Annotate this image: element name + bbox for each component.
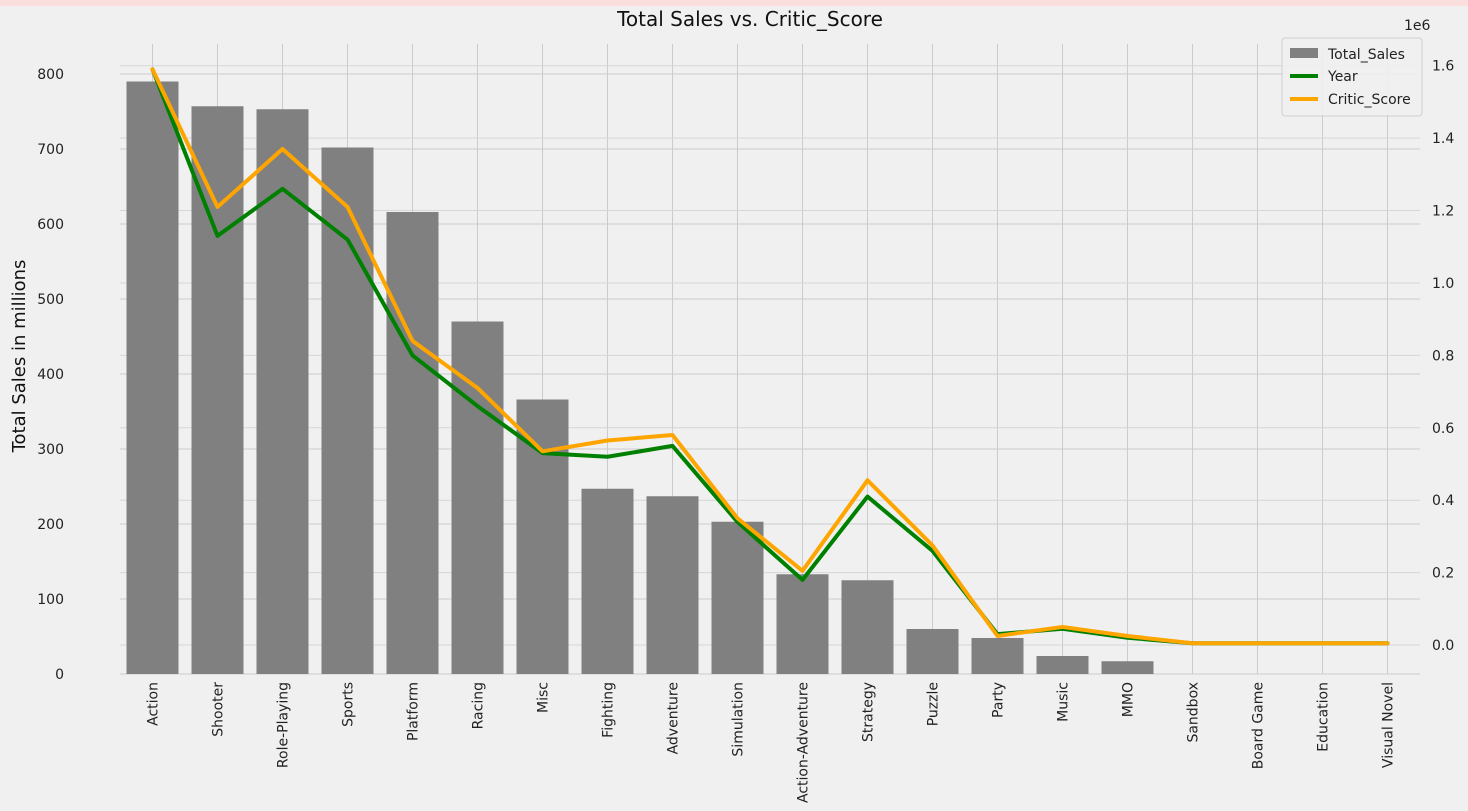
y-tick-label: 0 [55, 667, 64, 683]
bars [127, 82, 1154, 675]
y2-tick-label: 0.4 [1432, 493, 1454, 509]
chart-title: Total Sales vs. Critic_Score [616, 7, 883, 31]
x-tick-label: Music [1056, 682, 1072, 722]
x-tick-label: MMO [1121, 682, 1137, 717]
bar-music [1037, 656, 1089, 674]
bar-strategy [842, 580, 894, 674]
bar-adventure [647, 496, 699, 674]
y-tick-label: 100 [37, 592, 64, 608]
chart-figure: 0 100 200 300 400 500 600 700 800 0.0 0.2 0.4 0.6 0.8… [0, 6, 1468, 811]
y2-tick-label: 0.6 [1432, 421, 1454, 437]
x-tick-label: Simulation [731, 682, 747, 757]
x-tick-label: Adventure [666, 682, 682, 754]
y2-tick-label: 0.0 [1432, 638, 1454, 654]
axes: 0 100 200 300 400 500 600 700 800 0.0 0.2 0.4 0.6 0.8… [37, 59, 1454, 803]
legend-label-critic-score: Critic_Score [1328, 92, 1411, 108]
legend-label-year: Year [1327, 69, 1358, 85]
bar-party [972, 638, 1024, 674]
y2-tick-label: 1.4 [1432, 131, 1454, 147]
bar-action [127, 82, 179, 675]
y2-tick-label: 1.0 [1432, 276, 1454, 292]
x-tick-label: Racing [471, 682, 487, 729]
y-tick-label: 600 [37, 217, 64, 233]
y-axis-label: Total Sales in millions [9, 260, 30, 454]
x-tick-label: Party [991, 682, 1007, 718]
y-tick-label: 500 [37, 292, 64, 308]
x-tick-label: Misc [536, 682, 552, 713]
bar-platform [387, 212, 439, 674]
y-tick-label: 800 [37, 67, 64, 83]
bar-fighting [582, 489, 634, 674]
x-tick-label: Action-Adventure [796, 682, 812, 803]
x-tick-label: Fighting [601, 682, 617, 738]
legend-label-total-sales: Total_Sales [1327, 47, 1405, 63]
x-tick-label: Visual Novel [1381, 682, 1397, 768]
y-tick-label: 400 [37, 367, 64, 383]
x-tick-label: Shooter [211, 682, 227, 737]
x-tick-label: Role-Playing [276, 682, 292, 768]
bar-simulation [712, 522, 764, 674]
x-tick-label: Education [1316, 682, 1332, 752]
x-tick-label: Strategy [861, 682, 877, 742]
y2-tick-label: 1.6 [1432, 59, 1454, 75]
x-tick-label: Action [146, 682, 162, 726]
legend-swatch-total-sales [1290, 48, 1318, 58]
y-tick-label: 300 [37, 442, 64, 458]
bar-puzzle [907, 629, 959, 674]
y-tick-label: 700 [37, 142, 64, 158]
y-tick-label: 200 [37, 517, 64, 533]
y2-tick-label: 1.2 [1432, 204, 1454, 220]
grid [120, 44, 1420, 674]
legend: Total_Sales Year Critic_Score [1282, 38, 1422, 116]
sales-chart: 0 100 200 300 400 500 600 700 800 0.0 0.2 0.4 0.6 0.8… [0, 6, 1468, 811]
y2-tick-label: 0.8 [1432, 348, 1454, 364]
x-tick-label: Puzzle [926, 682, 942, 726]
x-tick-label: Board Game [1251, 682, 1267, 769]
x-tick-label: Sports [341, 682, 357, 727]
x-tick-label: Sandbox [1186, 682, 1202, 743]
y2-offset-label: 1e6 [1404, 18, 1431, 34]
y2-tick-label: 0.2 [1432, 566, 1454, 582]
bar-action-adventure [777, 574, 829, 674]
x-tick-label: Platform [406, 682, 422, 741]
bar-role-playing [257, 109, 309, 674]
bar-mmo [1102, 661, 1154, 674]
